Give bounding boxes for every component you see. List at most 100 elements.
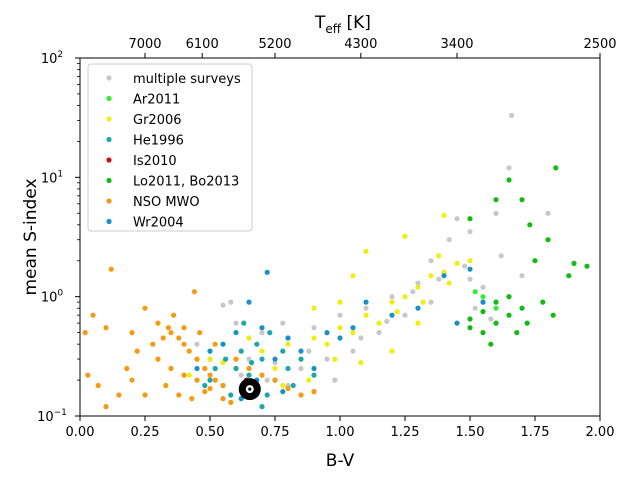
legend-box bbox=[87, 63, 253, 232]
point-7-2 bbox=[246, 299, 252, 305]
point-0-33 bbox=[402, 312, 408, 318]
point-2-17 bbox=[324, 341, 330, 347]
point-6-23 bbox=[103, 404, 109, 410]
point-7-12 bbox=[363, 299, 369, 305]
point-6-16 bbox=[155, 356, 161, 362]
legend-label-7: Wr2004 bbox=[133, 216, 184, 231]
point-2-0 bbox=[186, 372, 192, 378]
point-1-2 bbox=[493, 305, 499, 311]
point-2-8 bbox=[363, 312, 369, 318]
point-2-26 bbox=[246, 335, 252, 341]
point-6-21 bbox=[129, 377, 135, 383]
point-2-5 bbox=[285, 341, 291, 347]
point-3-18 bbox=[212, 365, 218, 372]
point-6-3 bbox=[108, 266, 114, 272]
point-5-14 bbox=[480, 330, 486, 336]
point-2-25 bbox=[415, 320, 421, 326]
point-5-12 bbox=[519, 305, 525, 311]
point-2-12 bbox=[454, 260, 460, 266]
point-0-46 bbox=[472, 305, 478, 311]
point-6-30 bbox=[202, 389, 208, 395]
point-2-35 bbox=[358, 360, 364, 366]
point-0-38 bbox=[280, 320, 286, 326]
point-6-7 bbox=[168, 330, 174, 336]
point-5-8 bbox=[571, 260, 577, 266]
legend-label-2: Gr2006 bbox=[133, 113, 182, 128]
point-0-25 bbox=[324, 356, 330, 362]
point-0-43 bbox=[410, 289, 416, 295]
point-7-9 bbox=[324, 330, 330, 336]
point-6-34 bbox=[191, 289, 197, 295]
top-axis-title-unit: [K] bbox=[341, 13, 371, 33]
y-tick-label-0: 10−1 bbox=[37, 408, 67, 425]
point-6-36 bbox=[233, 356, 239, 362]
point-2-33 bbox=[394, 309, 400, 315]
point-5-19 bbox=[540, 299, 546, 305]
point-6-15 bbox=[220, 382, 226, 389]
point-3-16 bbox=[267, 330, 273, 336]
point-5-21 bbox=[493, 299, 499, 305]
top-tick-label-5: 2500 bbox=[583, 37, 616, 52]
point-6-38 bbox=[259, 372, 265, 378]
point-6-32 bbox=[160, 335, 166, 341]
point-6-49 bbox=[165, 325, 171, 331]
point-3-17 bbox=[280, 348, 286, 354]
point-3-13 bbox=[249, 360, 255, 366]
point-6-5 bbox=[142, 305, 148, 311]
point-5-18 bbox=[524, 320, 530, 326]
point-6-40 bbox=[285, 385, 291, 392]
point-2-6 bbox=[311, 335, 317, 341]
point-2-24 bbox=[389, 348, 395, 354]
top-tick-label-3: 4300 bbox=[344, 37, 377, 52]
point-6-11 bbox=[194, 356, 200, 362]
point-5-3 bbox=[553, 165, 559, 171]
x-tick-label-4: 1.00 bbox=[326, 425, 355, 440]
point-7-22 bbox=[454, 320, 460, 326]
top-axis-title-sub: eff bbox=[325, 22, 341, 36]
point-6-10 bbox=[186, 348, 192, 354]
point-2-10 bbox=[415, 284, 421, 290]
point-7-14 bbox=[415, 305, 421, 311]
legend-marker-7 bbox=[106, 218, 112, 225]
point-0-44 bbox=[436, 276, 442, 282]
point-5-11 bbox=[506, 294, 512, 300]
legend-marker-2 bbox=[106, 116, 112, 122]
point-0-49 bbox=[428, 258, 434, 264]
point-2-21 bbox=[402, 233, 408, 239]
point-5-0 bbox=[467, 216, 473, 222]
point-3-3 bbox=[246, 372, 252, 378]
point-0-5 bbox=[337, 312, 343, 318]
point-7-21 bbox=[480, 299, 486, 305]
point-3-20 bbox=[290, 382, 296, 389]
point-0-42 bbox=[384, 318, 390, 324]
point-0-24 bbox=[298, 365, 304, 372]
point-6-0 bbox=[82, 330, 88, 336]
point-0-41 bbox=[358, 335, 364, 341]
point-6-8 bbox=[176, 335, 182, 341]
legend-label-1: Ar2011 bbox=[133, 93, 180, 108]
point-0-34 bbox=[428, 299, 434, 305]
top-tick-label-4: 3400 bbox=[440, 37, 473, 52]
point-6-46 bbox=[124, 365, 130, 372]
point-3-10 bbox=[228, 392, 234, 398]
top-tick-label-2: 5200 bbox=[258, 37, 291, 52]
point-0-17 bbox=[493, 210, 499, 216]
point-7-17 bbox=[280, 389, 286, 395]
point-5-10 bbox=[566, 273, 572, 279]
point-0-32 bbox=[376, 330, 382, 336]
point-0-0 bbox=[220, 302, 226, 308]
point-3-7 bbox=[238, 348, 244, 354]
sun-marker-center bbox=[248, 387, 252, 391]
point-0-47 bbox=[488, 316, 494, 322]
point-0-15 bbox=[506, 165, 512, 171]
point-3-6 bbox=[285, 365, 291, 372]
legend-label-0: multiple surveys bbox=[133, 72, 241, 87]
point-6-18 bbox=[181, 372, 187, 378]
point-0-20 bbox=[498, 253, 504, 259]
point-2-15 bbox=[376, 320, 382, 326]
y-axis-title: mean S-index bbox=[21, 178, 41, 295]
point-6-45 bbox=[134, 348, 140, 354]
point-5-7 bbox=[532, 258, 538, 264]
x-tick-label-6: 1.50 bbox=[456, 425, 485, 440]
point-2-28 bbox=[337, 299, 343, 305]
